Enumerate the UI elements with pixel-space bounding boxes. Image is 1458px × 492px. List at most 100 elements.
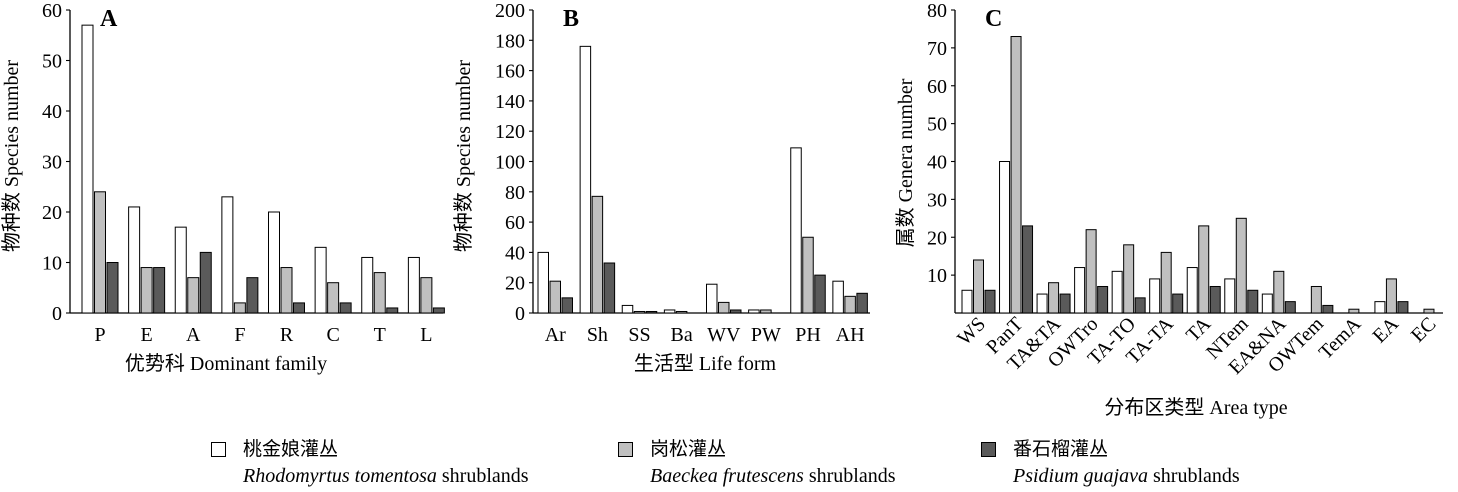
bar	[1111, 270, 1123, 314]
bar	[549, 280, 561, 314]
bar	[1048, 282, 1060, 314]
x-tick-label: R	[280, 324, 294, 346]
x-tick-label: F	[234, 324, 245, 346]
y-tick-label: 60	[927, 76, 947, 98]
y-tick-label: 0	[515, 303, 525, 325]
bar	[1074, 267, 1086, 314]
y-tick-label: 70	[927, 38, 947, 60]
bar	[153, 267, 166, 314]
bar	[645, 310, 658, 314]
panel-label: C	[985, 6, 1002, 32]
y-tick-label: 60	[42, 0, 62, 22]
bar	[621, 304, 634, 314]
bar	[1374, 301, 1386, 314]
bar	[407, 256, 420, 314]
bar	[432, 307, 445, 314]
legend-label-cn-psidium: 番石榴灌丛	[1013, 438, 1109, 460]
legend-label-cn-baeckea: 岗松灌丛	[650, 438, 727, 460]
bar	[603, 262, 616, 314]
legend-swatch-psidium	[981, 442, 996, 457]
bar	[1209, 285, 1221, 314]
x-tick-label: C	[326, 324, 339, 346]
bar	[1172, 293, 1184, 314]
x-tick-label: PW	[751, 324, 781, 346]
bar	[561, 297, 573, 314]
chart-panel-b: 0 20 40 60 80 100 120 140 160 180 200 B Ar Sh SS Ba WV PW…	[452, 0, 870, 375]
legend-label-en-rhodomyrtus: Rhodomyrtus tomentosa shrublands	[243, 465, 529, 488]
bar	[268, 211, 280, 314]
bar	[1273, 270, 1285, 314]
y-tick-label: 40	[505, 242, 525, 264]
legend-suffix-psidium: shrublands	[1148, 465, 1240, 487]
y-tick-label: 200	[495, 0, 525, 22]
bar	[790, 147, 802, 314]
y-tick-label: 80	[505, 182, 525, 204]
x-tick-label: SS	[628, 324, 650, 346]
y-axis-title: 属数 Genera number	[894, 78, 917, 247]
bar	[187, 277, 200, 314]
y-tick-label: 0	[52, 303, 62, 325]
bar	[327, 282, 340, 314]
bar	[420, 277, 433, 314]
bar	[718, 301, 730, 314]
y-tick-label: 60	[505, 212, 525, 234]
bar	[128, 206, 141, 314]
bar	[1397, 301, 1409, 314]
legend-species-rhodomyrtus: Rhodomyrtus tomentosa	[243, 465, 437, 487]
bar	[633, 310, 646, 314]
bar	[675, 310, 688, 314]
x-tick-label: L	[420, 324, 432, 346]
bar	[961, 289, 973, 314]
bar	[1149, 278, 1161, 314]
y-tick-label: 50	[42, 51, 62, 73]
y-tick-label: 50	[927, 114, 947, 136]
bar	[339, 302, 352, 314]
chart-panel-a: 0 10 20 30 40 50 60 A P E A F R C T L 优势科 Dominant famil…	[0, 0, 445, 375]
bar	[832, 280, 844, 314]
x-tick-label: EC	[1407, 313, 1441, 347]
bar	[1085, 229, 1097, 314]
legend-suffix-baeckea: shrublands	[803, 465, 896, 487]
bar	[1160, 251, 1172, 314]
legend-label-cn-rhodomyrtus: 桃金娘灌丛	[243, 438, 339, 460]
bar	[293, 302, 305, 314]
x-tick-label: EA	[1369, 313, 1404, 348]
y-tick-label: 30	[42, 152, 62, 174]
x-tick-label: AH	[836, 324, 865, 346]
bar	[94, 191, 106, 314]
y-tick-label: 20	[42, 202, 62, 224]
x-tick-label: Ba	[671, 324, 693, 346]
x-tick-label: TemA	[1315, 313, 1366, 364]
x-tick-label: A	[186, 324, 201, 346]
x-tick-label: P	[94, 324, 105, 346]
bar	[1322, 304, 1334, 314]
bar	[106, 262, 119, 314]
bar	[1348, 308, 1360, 314]
bar	[579, 45, 592, 314]
y-tick-label: 20	[927, 227, 947, 249]
bar	[856, 292, 868, 314]
bar	[1224, 278, 1236, 314]
y-tick-label: 20	[505, 273, 525, 295]
bar	[802, 236, 814, 314]
bar	[280, 267, 293, 314]
y-tick-label: 100	[495, 152, 525, 174]
legend-swatch-rhodomyrtus	[211, 442, 226, 457]
bar	[706, 283, 718, 314]
bar	[1261, 293, 1273, 314]
y-axis-title: 物种数 Species number	[0, 60, 23, 253]
x-tick-label: PH	[795, 324, 821, 346]
x-tick-label: T	[374, 324, 386, 346]
y-tick-label: 30	[927, 189, 947, 211]
bar	[81, 24, 94, 314]
x-axis-title: 优势科 Dominant family	[125, 352, 327, 375]
bar	[233, 302, 246, 314]
y-axis-title: 物种数 Species number	[452, 60, 475, 253]
bar	[663, 309, 676, 314]
bar	[314, 246, 327, 314]
bar	[1385, 278, 1397, 314]
legend-species-psidium: Psidium guajava	[1013, 465, 1148, 487]
bar	[1022, 225, 1034, 314]
